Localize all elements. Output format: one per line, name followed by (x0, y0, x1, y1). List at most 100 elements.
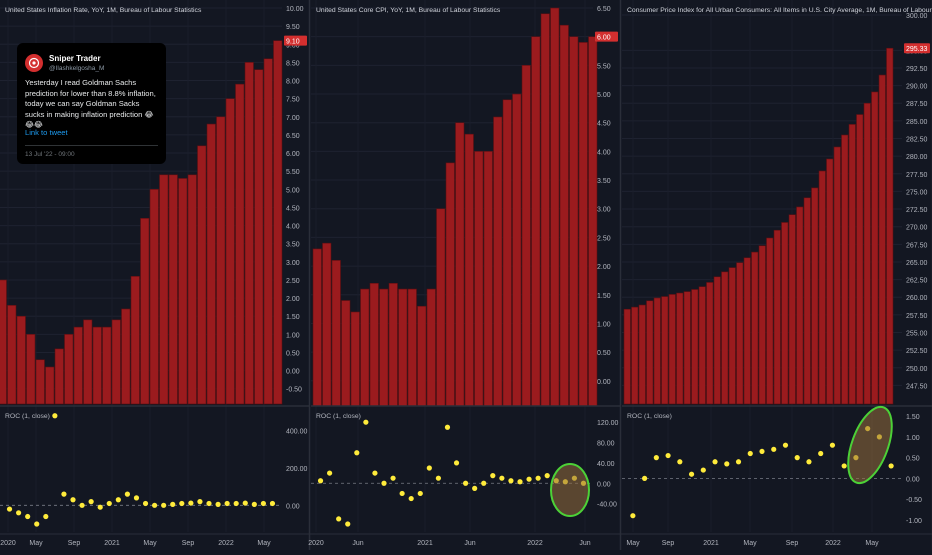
roc-point (133, 495, 140, 501)
roc-point (544, 473, 550, 479)
roc-point (142, 500, 149, 507)
last-value-label: 9.10 (286, 39, 300, 46)
tweet-author-name: Sniper Trader (49, 53, 101, 63)
roc-point (688, 471, 695, 477)
bar (826, 158, 834, 405)
chart-title: United States Inflation Rate, YoY, 1M, B… (5, 7, 202, 14)
roc-point (25, 513, 31, 520)
bar (758, 245, 766, 405)
y-tick-label: 0.50 (286, 350, 300, 357)
bar (683, 291, 691, 405)
roc-point (472, 485, 478, 491)
roc-point (417, 490, 423, 497)
bar (322, 242, 332, 407)
y-tick-label: 6.00 (286, 151, 300, 158)
bar (263, 58, 273, 405)
roc-point (700, 467, 706, 473)
y-tick-label: 275.00 (906, 189, 928, 196)
roc-point (888, 463, 894, 469)
last-value-badge (284, 35, 307, 46)
bar (676, 292, 684, 405)
roc-point (653, 455, 659, 461)
roc-point (43, 513, 49, 520)
roc-point (354, 450, 360, 456)
bar (73, 326, 83, 405)
bar (379, 288, 389, 407)
y-tick-label: 265.00 (906, 260, 928, 267)
roc-point (712, 459, 718, 465)
tweet-text: Yesterday I read Goldman Sachs predictio… (25, 78, 156, 130)
y-tick-label: 1.50 (597, 293, 611, 300)
avatar (25, 54, 43, 72)
bar (631, 306, 639, 405)
tweet-link[interactable]: Link to tweet (25, 128, 68, 137)
x-tick-label: 2022 (825, 540, 841, 547)
last-value-badge (595, 31, 618, 42)
roc-point (508, 478, 514, 484)
roc-point (490, 473, 496, 479)
last-value-badge (904, 43, 930, 54)
y-tick-label: 5.00 (597, 92, 611, 99)
roc-y-tick-label: 80.00 (597, 441, 615, 448)
y-tick-label: 4.50 (286, 205, 300, 212)
roc-point (88, 499, 94, 505)
bar (483, 151, 493, 407)
roc-point (317, 478, 324, 484)
roc-y-tick-label: 200.00 (286, 466, 308, 473)
bar (550, 7, 560, 407)
y-tick-label: 285.00 (906, 119, 928, 126)
y-tick-label: 0.00 (286, 369, 300, 376)
bar (863, 102, 871, 405)
roc-point (242, 500, 248, 506)
bar (64, 334, 74, 405)
bar (426, 288, 436, 407)
x-tick-label: May (29, 540, 43, 547)
y-tick-label: 272.50 (906, 207, 928, 214)
roc-point (794, 455, 800, 461)
chart-panel-3: 300.00295.00292.50290.00287.50285.00282.… (622, 0, 932, 550)
x-tick-label: 2021 (104, 540, 120, 547)
y-tick-label: 10.00 (286, 6, 304, 13)
y-tick-label: 300.00 (906, 13, 928, 20)
bar (713, 276, 721, 405)
bar (878, 74, 886, 405)
tweet-author-handle: @Ilashkelgosha_M (49, 64, 105, 72)
bar (833, 146, 841, 405)
roc-y-tick-label: 120.00 (597, 420, 619, 427)
y-tick-label: 5.00 (286, 187, 300, 194)
bar (331, 260, 341, 407)
bar (178, 178, 188, 405)
bar (766, 237, 774, 405)
roc-point (677, 459, 683, 465)
roc-point (6, 506, 13, 512)
tweet-date: 13 Jul '22 - 09:00 (25, 150, 75, 158)
bar (464, 133, 474, 407)
last-value-label: 6.00 (597, 35, 611, 42)
y-tick-label: 7.50 (286, 97, 300, 104)
y-tick-label: 8.00 (286, 79, 300, 86)
roc-point (535, 475, 541, 481)
bar (623, 308, 631, 405)
bar (341, 300, 351, 407)
roc-point (463, 480, 469, 486)
bar (111, 319, 121, 405)
bar (54, 348, 64, 405)
bar (417, 305, 427, 407)
chart-panel-2: 6.50 6.00 5.50 5.00 4.50 4.00 3.50 3.00 2.50 2.00… (308, 0, 622, 550)
bar (871, 91, 879, 405)
x-tick-label: Jun (464, 540, 475, 547)
tweet-divider (25, 144, 158, 146)
bar (848, 124, 856, 405)
roc-y-tick-label: 400.00 (286, 429, 308, 436)
x-tick-label: 2021 (703, 540, 719, 547)
bar (588, 36, 598, 407)
tweet-card[interactable]: Sniper Trader @Ilashkelgosha_M Yesterday… (17, 43, 166, 164)
bar (225, 98, 235, 405)
y-tick-label: 252.50 (906, 348, 928, 355)
bar (26, 334, 36, 405)
chart-title: United States Core CPI, YoY, 1M, Bureau … (316, 7, 501, 14)
bar (841, 134, 849, 405)
bar (149, 189, 159, 405)
bar (216, 116, 226, 405)
